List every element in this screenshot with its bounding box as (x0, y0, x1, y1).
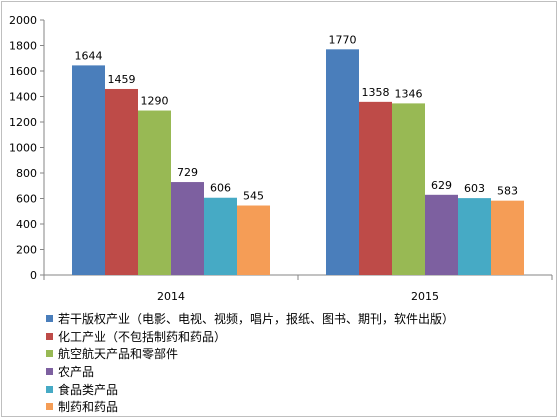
data-label: 1358 (362, 86, 390, 99)
legend-label: 航空航天产品和零部件 (58, 347, 179, 362)
bar (72, 65, 105, 275)
legend-swatch (46, 350, 53, 358)
legend-entry: 制药和药品 (46, 398, 454, 416)
y-tick-label: 600 (16, 193, 37, 206)
y-tick-label: 1200 (9, 116, 37, 129)
data-label: 629 (431, 179, 452, 192)
x-tick-label: 2015 (411, 290, 439, 303)
y-tick-label: 1400 (9, 91, 37, 104)
y-tick-label: 400 (16, 218, 37, 231)
y-tick-label: 1000 (9, 142, 37, 155)
bar (392, 103, 425, 275)
legend-swatch (46, 368, 53, 376)
bar (138, 110, 171, 276)
x-tick-label: 2014 (157, 290, 185, 303)
legend-label: 食品类产品 (58, 382, 119, 397)
legend: 若干版权产业（电影、电视、视频，唱片，报纸、图书、期刊，软件出版） 化工产业（不包… (46, 310, 454, 416)
data-label: 1290 (141, 95, 169, 108)
bar (326, 49, 359, 276)
legend-entry: 航空航天产品和零部件 (46, 345, 454, 363)
legend-label: 化工产业（不包括制药和药品） (58, 329, 227, 344)
y-tick-label: 0 (30, 269, 37, 282)
legend-entry: 若干版权产业（电影、电视、视频，唱片，报纸、图书、期刊，软件出版） (46, 310, 454, 328)
data-label: 545 (243, 190, 264, 203)
data-label: 1459 (108, 73, 136, 86)
legend-swatch (46, 315, 53, 323)
bar (491, 200, 524, 275)
data-label: 1346 (395, 87, 423, 100)
data-label: 603 (464, 182, 485, 195)
legend-label: 农产品 (58, 365, 95, 380)
chart-data-labels: 1644 1459 1290 729 606 545 1770 1358 1346 629 603 5… (75, 33, 519, 202)
bar (359, 101, 392, 275)
data-label: 1644 (75, 49, 103, 62)
bar (105, 88, 138, 275)
legend-swatch (46, 332, 53, 340)
bar (237, 205, 270, 275)
bar (204, 197, 237, 275)
legend-swatch (46, 403, 53, 411)
bar (458, 198, 491, 275)
legend-swatch (46, 385, 53, 393)
legend-entry: 农产品 (46, 363, 454, 381)
data-label: 583 (497, 185, 518, 198)
bar (171, 182, 204, 275)
bar-chart: 0 200 400 600 800 1000 1200 1400 1600 1800 2000 201… (9, 14, 553, 303)
chart-bars (72, 49, 524, 276)
legend-entry: 化工产业（不包括制药和药品） (46, 328, 454, 346)
data-label: 606 (210, 182, 231, 195)
legend-label: 若干版权产业（电影、电视、视频，唱片，报纸、图书、期刊，软件出版） (58, 312, 455, 327)
legend-entry: 食品类产品 (46, 380, 454, 398)
y-tick-label: 2000 (9, 14, 37, 27)
bar (425, 194, 458, 275)
y-tick-label: 1600 (9, 65, 37, 78)
data-label: 729 (177, 166, 198, 179)
y-tick-label: 1800 (9, 40, 37, 53)
legend-label: 制药和药品 (58, 400, 119, 415)
y-tick-label: 200 (16, 244, 37, 257)
y-tick-label: 800 (16, 167, 37, 180)
data-label: 1770 (329, 33, 357, 46)
